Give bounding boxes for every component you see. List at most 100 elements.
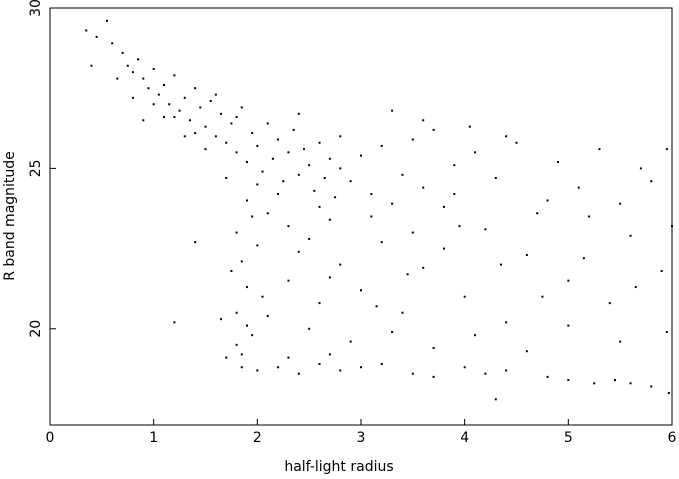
- point: [401, 311, 404, 314]
- point: [106, 19, 109, 22]
- point: [406, 273, 409, 276]
- point: [173, 116, 176, 119]
- point: [214, 93, 217, 96]
- point: [173, 321, 176, 324]
- point: [671, 225, 673, 228]
- point: [230, 270, 233, 273]
- point: [360, 366, 362, 369]
- point: [453, 164, 456, 167]
- point: [163, 83, 166, 86]
- x-tick-label: 5: [564, 430, 573, 446]
- point: [453, 193, 456, 196]
- point: [463, 295, 466, 298]
- point: [225, 356, 228, 359]
- point: [380, 363, 383, 366]
- point: [178, 109, 181, 112]
- point: [163, 116, 166, 119]
- point: [432, 375, 435, 378]
- point: [194, 87, 197, 90]
- point: [536, 212, 539, 215]
- point: [225, 141, 228, 144]
- x-tick-label: 1: [149, 430, 158, 446]
- point: [240, 260, 243, 263]
- point: [505, 135, 508, 138]
- point: [339, 263, 342, 266]
- point: [619, 340, 622, 343]
- point: [152, 67, 155, 70]
- point: [613, 379, 616, 382]
- point: [204, 125, 207, 128]
- point: [556, 160, 559, 163]
- point: [277, 193, 280, 196]
- point: [271, 157, 274, 160]
- point: [230, 122, 233, 125]
- point: [422, 266, 425, 269]
- y-tick-label: 30: [28, 0, 44, 17]
- point: [308, 164, 311, 167]
- point: [391, 202, 394, 205]
- point: [287, 151, 290, 154]
- point: [111, 42, 114, 45]
- point: [126, 64, 129, 67]
- point: [422, 119, 425, 122]
- y-tick-label: 25: [28, 159, 44, 177]
- point: [577, 186, 580, 189]
- point: [313, 189, 316, 192]
- point: [121, 51, 124, 54]
- point: [598, 148, 601, 151]
- y-tick-label: 20: [28, 320, 44, 338]
- point: [360, 289, 362, 292]
- point: [567, 379, 570, 382]
- point: [401, 173, 404, 176]
- point: [484, 372, 487, 375]
- point: [297, 250, 300, 253]
- point: [152, 103, 155, 106]
- point: [256, 144, 259, 147]
- point: [137, 58, 140, 61]
- point: [261, 295, 264, 298]
- point: [183, 135, 186, 138]
- point: [308, 327, 311, 330]
- point: [220, 318, 223, 321]
- point: [422, 186, 425, 189]
- point: [266, 212, 269, 215]
- point: [85, 29, 88, 32]
- point: [282, 180, 285, 183]
- point: [251, 215, 254, 218]
- point: [463, 366, 466, 369]
- x-tick-label: 6: [668, 430, 677, 446]
- point: [458, 225, 461, 228]
- point: [256, 244, 259, 247]
- point: [567, 279, 570, 282]
- point: [442, 205, 445, 208]
- point: [318, 141, 321, 144]
- point: [245, 324, 248, 327]
- point: [515, 141, 518, 144]
- point: [214, 135, 217, 138]
- point: [494, 177, 497, 180]
- point: [650, 385, 653, 388]
- point: [582, 257, 585, 260]
- point: [199, 106, 202, 109]
- point: [499, 263, 502, 266]
- point: [411, 231, 414, 234]
- point: [634, 286, 637, 289]
- point: [183, 96, 186, 99]
- point: [131, 96, 134, 99]
- point: [660, 270, 663, 273]
- point: [95, 35, 98, 38]
- point: [411, 138, 414, 141]
- point: [375, 305, 378, 308]
- point: [147, 87, 150, 90]
- point: [245, 286, 248, 289]
- x-tick-label: 4: [460, 430, 469, 446]
- point: [251, 132, 254, 135]
- point: [240, 353, 243, 356]
- point: [256, 369, 259, 372]
- point: [245, 199, 248, 202]
- x-tick-label: 0: [46, 430, 55, 446]
- point: [370, 193, 373, 196]
- point: [328, 218, 331, 221]
- point: [349, 340, 352, 343]
